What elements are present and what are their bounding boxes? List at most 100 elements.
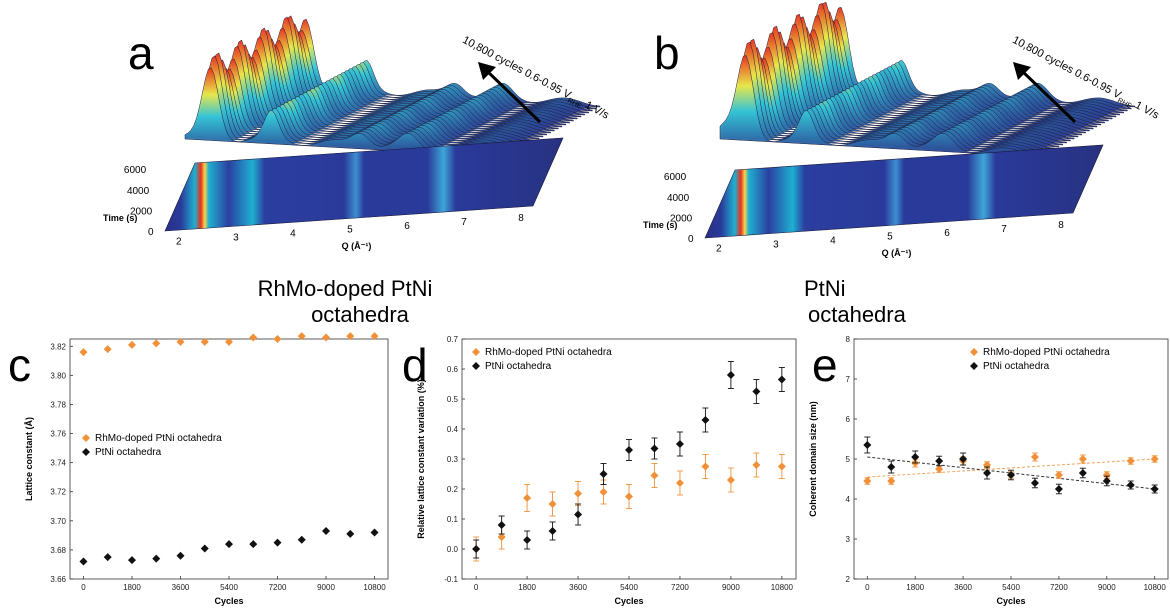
q-tick-label: 5	[347, 225, 353, 236]
waterfall-panel-a: 2 3 4 5 6 7 8 Q (Å⁻¹) 0 2000 4000 6000 Time (s)	[103, 15, 601, 251]
data-point	[176, 337, 185, 346]
x-tick-label: 1800	[123, 583, 141, 592]
time-tick-label: 4000	[667, 193, 690, 204]
data-point	[726, 476, 735, 484]
data-point	[574, 489, 583, 498]
time-tick-label: 2000	[670, 213, 693, 224]
y-tick-label: 3.72	[50, 488, 66, 497]
data-point	[346, 529, 355, 538]
x-tick-label: 1800	[518, 583, 536, 592]
data-point	[1054, 471, 1063, 479]
data-point	[675, 440, 684, 448]
data-point	[599, 470, 608, 478]
time-tick-label: 6000	[124, 165, 147, 176]
x-axis-label: Cycles	[996, 596, 1025, 606]
y-tick-label: 3.70	[50, 517, 66, 526]
y-tick-label: 0.1	[447, 515, 459, 524]
q-tick-label: 4	[290, 229, 296, 240]
y-tick-label: 3.68	[50, 546, 66, 555]
data-point	[103, 553, 112, 562]
legend-marker	[472, 348, 480, 356]
data-point	[225, 540, 233, 549]
heading-b-line1: PtNi	[804, 276, 846, 301]
data-point	[863, 477, 872, 485]
legend-marker	[970, 348, 978, 356]
time-arrow-head	[1013, 62, 1031, 80]
data-point	[297, 535, 306, 544]
data-point	[152, 339, 161, 348]
data-point	[887, 477, 896, 485]
data-point	[887, 463, 896, 471]
time-arrow-shaft	[1019, 68, 1077, 124]
data-point	[472, 545, 481, 553]
legend-marker	[82, 448, 90, 456]
data-point	[322, 333, 331, 342]
data-point	[79, 348, 88, 357]
y-tick-label: 0.3	[447, 455, 459, 464]
data-point	[777, 375, 786, 384]
data-point	[777, 462, 786, 471]
data-point	[273, 335, 282, 343]
data-point	[103, 345, 112, 354]
data-point	[127, 556, 136, 565]
data-point	[200, 544, 209, 553]
y-tick-label: 3.74	[50, 459, 66, 468]
data-point	[1126, 481, 1135, 489]
time-axis-label: Time (s)	[103, 213, 137, 223]
x-tick-label: 0	[865, 583, 870, 592]
data-point	[346, 332, 355, 341]
data-point	[249, 540, 258, 549]
y-tick-label: 0.7	[447, 335, 459, 344]
y-tick-label: 0.5	[447, 395, 459, 404]
legend-marker	[472, 362, 480, 370]
chart-c-plot: 3.66 3.68 3.70 3.72 3.74 3.76 3.78 3.80 3.82 0 180…	[24, 332, 389, 606]
x-axis-label: Cycles	[614, 596, 643, 606]
data-point	[863, 441, 872, 449]
panel-letter-b: b	[654, 27, 680, 79]
data-point	[911, 453, 920, 461]
data-point	[625, 492, 633, 501]
y-tick-label: 4	[846, 495, 851, 504]
data-point	[370, 332, 379, 341]
time-tick-label: 0	[148, 227, 154, 238]
q-tick-label: 3	[773, 239, 779, 250]
data-point	[1007, 471, 1015, 479]
y-tick-label: 3.78	[50, 400, 66, 409]
time-tick-label: 0	[688, 234, 694, 245]
data-point	[1102, 477, 1111, 485]
x-tick-label: 10800	[771, 583, 794, 592]
x-tick-label: 10800	[363, 583, 386, 592]
y-tick-label: 5	[846, 455, 851, 464]
y-axis-label: Relative lattice constant variation (%)	[416, 379, 426, 539]
y-tick-label: 3.66	[50, 575, 66, 584]
panel-letter-d: d	[402, 339, 428, 391]
x-tick-label: 5400	[1002, 583, 1020, 592]
q-tick-label: 7	[461, 217, 467, 228]
time-arrow-head	[478, 62, 496, 80]
data-point	[625, 446, 633, 454]
y-tick-label: 0.2	[447, 485, 459, 494]
data-point	[225, 337, 233, 346]
data-point	[599, 488, 608, 496]
q-tick-label: 8	[518, 213, 524, 224]
y-tick-label: 6	[846, 415, 851, 424]
data-point	[1150, 485, 1159, 493]
data-point	[273, 538, 282, 547]
q-axis-label: Q (Å⁻¹)	[342, 241, 372, 251]
data-point	[548, 527, 557, 535]
legend-label: PtNi octahedra	[983, 361, 1050, 372]
data-point	[152, 554, 161, 563]
legend-marker	[82, 434, 90, 442]
q-tick-label: 8	[1058, 220, 1064, 231]
data-point	[322, 527, 331, 535]
data-point	[935, 465, 944, 473]
x-tick-label: 9000	[722, 583, 740, 592]
y-tick-label: 3.76	[50, 430, 66, 439]
data-point	[249, 333, 258, 342]
y-tick-label: -0.1	[444, 575, 458, 584]
y-tick-label: 3	[846, 535, 851, 544]
